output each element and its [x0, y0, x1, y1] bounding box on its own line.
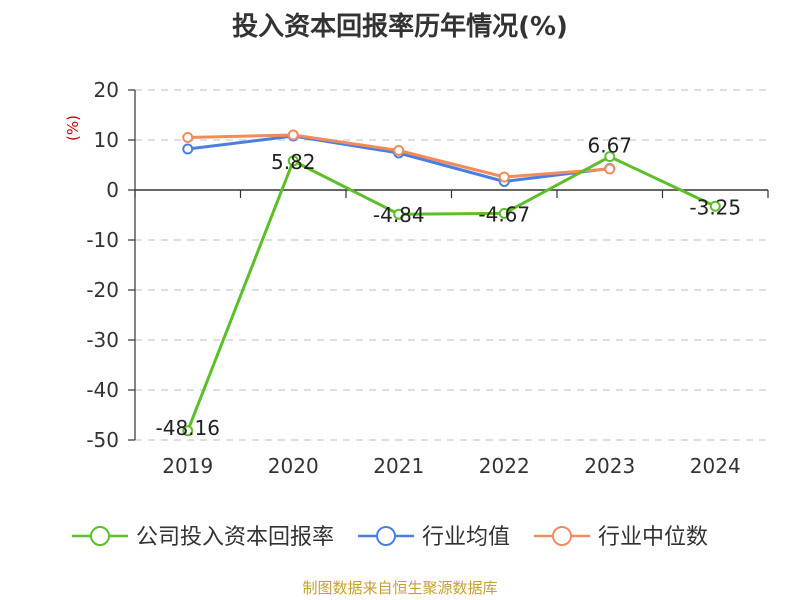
- y-tick-label: -20: [86, 278, 119, 302]
- chart-title: 投入资本回报率历年情况(%): [232, 12, 568, 42]
- data-point: [498, 171, 510, 183]
- y-tick-label: -10: [86, 228, 119, 252]
- data-label: -48.16: [156, 416, 220, 440]
- data-label: 6.67: [587, 134, 632, 158]
- data-point: [604, 151, 616, 163]
- x-tick-label: 2021: [373, 454, 424, 478]
- legend-label: 行业中位数: [598, 525, 708, 550]
- y-tick-label: 0: [106, 178, 119, 202]
- y-tick-label: 20: [94, 78, 119, 102]
- y-axis-unit: (%): [64, 115, 82, 141]
- data-point: [393, 208, 405, 220]
- legend-swatch-marker: [376, 526, 396, 546]
- legend-swatch-marker: [552, 526, 572, 546]
- x-tick-label: 2023: [584, 454, 635, 478]
- y-tick-label: -30: [86, 328, 119, 352]
- x-tick-label: 2019: [162, 454, 213, 478]
- x-tick-label: 2024: [690, 454, 741, 478]
- data-label: -3.25: [689, 195, 741, 219]
- legend-label: 行业均值: [422, 525, 510, 550]
- legend-swatch-marker: [90, 526, 110, 546]
- x-tick-label: 2020: [268, 454, 319, 478]
- data-label-layer: -48.16 5.82 -4.84 -4.67 6.67 -3.25: [156, 134, 742, 440]
- data-point: [182, 143, 194, 155]
- x-tick-label: 2022: [479, 454, 530, 478]
- data-label: 5.82: [271, 150, 316, 174]
- legend-item-0: 公司投入资本回报率: [72, 525, 334, 550]
- data-point: [182, 132, 194, 143]
- data-label: -4.67: [478, 202, 530, 226]
- series-layer: [182, 129, 721, 437]
- data-label: -4.84: [373, 203, 425, 227]
- axis-layer: 20 10 0 -10 -20 -30 -40 -50 2019 2020 2021 2022 2023…: [64, 78, 769, 478]
- data-point: [709, 200, 721, 212]
- data-point: [182, 425, 194, 437]
- series-line-0: [186, 155, 716, 432]
- data-point: [498, 207, 510, 219]
- grid-layer: [135, 89, 768, 441]
- legend-label: 公司投入资本回报率: [136, 525, 334, 550]
- data-point: [393, 145, 405, 156]
- y-tick-label: -40: [86, 378, 119, 402]
- y-tick-label: -50: [86, 428, 119, 452]
- legend: 公司投入资本回报率 行业均值 行业中位数: [72, 525, 708, 550]
- legend-item-1: 行业均值: [358, 525, 510, 550]
- legend-item-2: 行业中位数: [534, 525, 708, 550]
- data-point: [287, 129, 299, 141]
- source-note: 制图数据来自恒生聚源数据库: [302, 579, 498, 597]
- data-point: [287, 155, 299, 167]
- data-point: [604, 163, 616, 175]
- y-tick-label: 10: [94, 128, 119, 152]
